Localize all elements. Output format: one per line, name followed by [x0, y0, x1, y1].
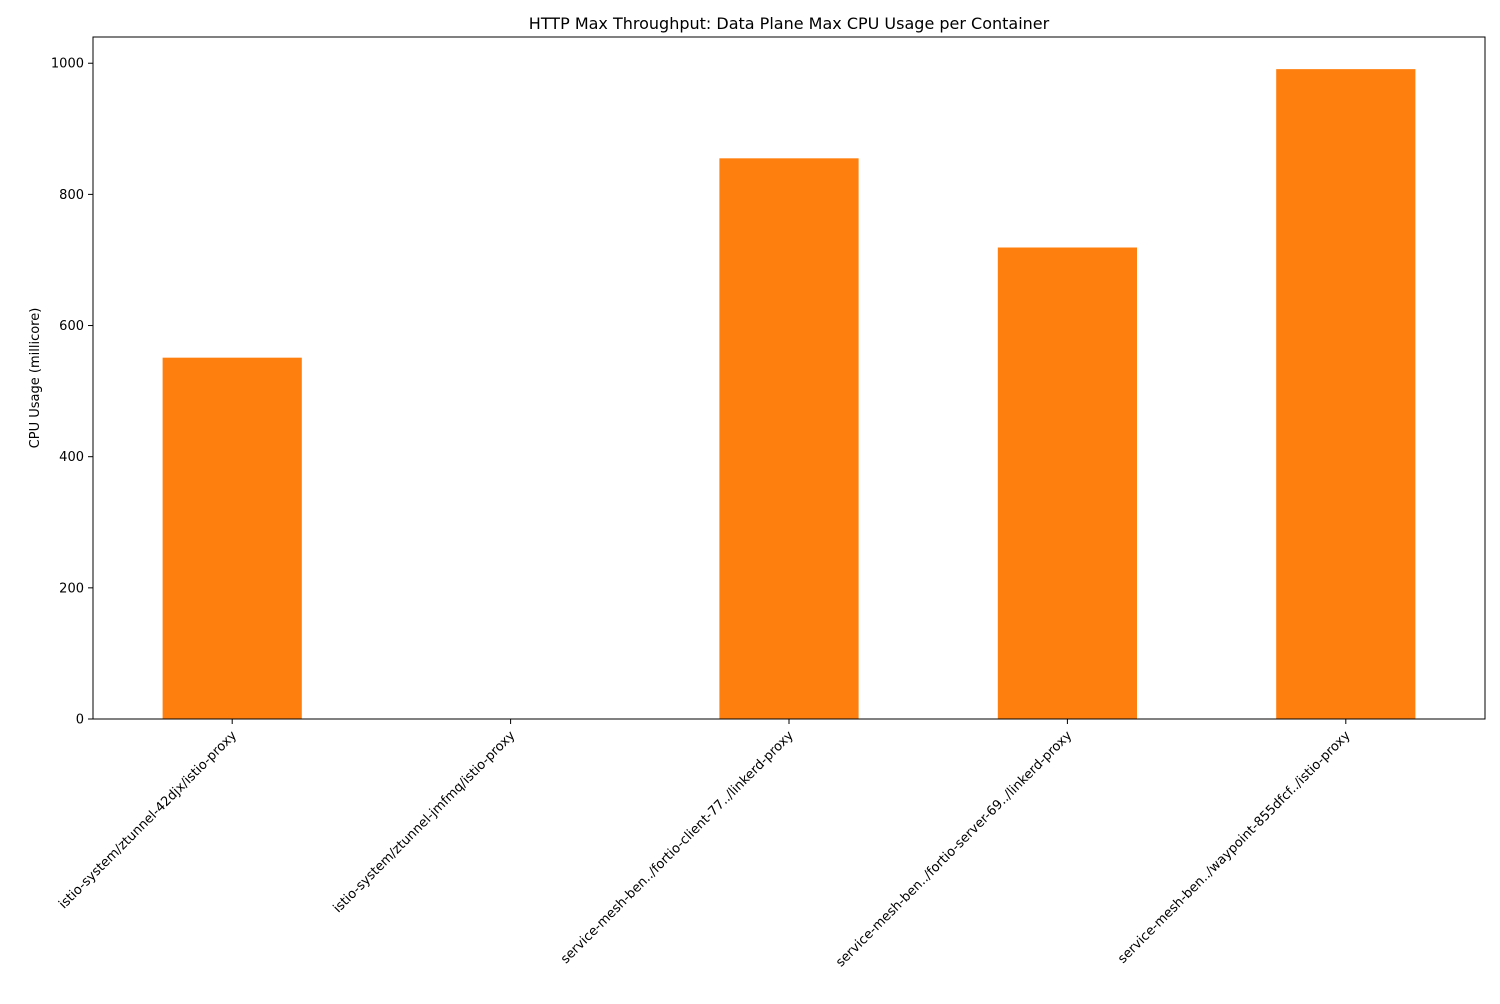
x-tick-label: service-mesh-ben../fortio-server-69../li… [833, 728, 1075, 970]
y-axis-label: CPU Usage (millicore) [28, 308, 43, 449]
y-tick-label: 600 [59, 319, 84, 334]
y-tick-label: 800 [59, 188, 84, 203]
y-tick-label: 400 [59, 450, 84, 465]
chart-title: HTTP Max Throughput: Data Plane Max CPU … [529, 14, 1050, 33]
x-tick-label: istio-system/ztunnel-42djx/istio-proxy [56, 728, 240, 912]
y-axis-ticks: 0 200 400 600 800 1000 [51, 57, 93, 728]
bar [719, 158, 859, 719]
bar [997, 247, 1137, 719]
x-tick-label: service-mesh-ben../fortio-client-77../li… [558, 728, 797, 967]
plot-area-frame [92, 36, 1486, 720]
bar [1276, 69, 1416, 719]
y-tick-label: 200 [59, 581, 84, 596]
bar [162, 357, 302, 719]
y-tick-label: 0 [76, 713, 84, 728]
y-tick-label: 1000 [51, 57, 84, 72]
x-axis-ticks: istio-system/ztunnel-42djx/istio-proxy is… [56, 719, 1354, 970]
x-tick-label: istio-system/ztunnel-jmfmq/istio-proxy [331, 728, 519, 916]
x-tick-label: service-mesh-ben../waypoint-855dfcf../is… [1115, 728, 1354, 967]
bars-layer [162, 69, 1416, 719]
